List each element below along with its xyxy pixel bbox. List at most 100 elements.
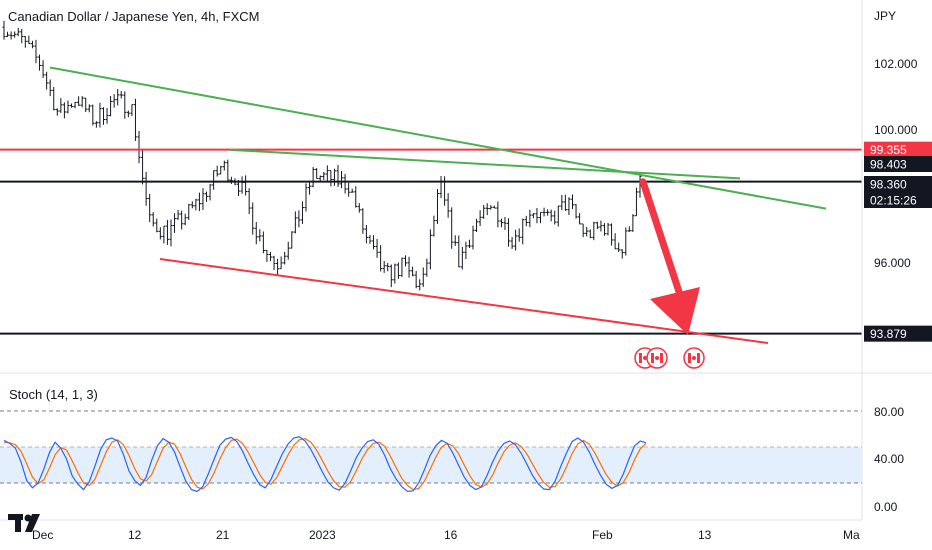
candle: [457, 235, 461, 268]
candle: [187, 203, 191, 220]
projection-arrow[interactable]: [639, 178, 700, 335]
candle: [279, 256, 283, 270]
stochastic-d-line: [3, 437, 647, 491]
stochastic-k-line: [3, 436, 647, 493]
candle: [585, 226, 589, 237]
candle: [197, 192, 202, 212]
candle: [194, 198, 198, 211]
candle: [215, 165, 219, 177]
candle: [172, 213, 177, 233]
time-tick-label: 16: [444, 528, 458, 542]
canada-flag-event-icon[interactable]: [683, 347, 705, 369]
price-tag-support: 93.879: [864, 325, 932, 342]
symbol-title[interactable]: Canadian Dollar / Japanese Yen, 4h, FXCM: [8, 9, 260, 24]
stochastic-title[interactable]: Stoch (14, 1, 3): [9, 387, 98, 402]
candle: [617, 242, 621, 252]
time-tick-label: Ma: [843, 528, 860, 542]
candle: [478, 210, 482, 226]
candle: [20, 28, 24, 44]
candle: [84, 97, 88, 113]
candle: [453, 235, 457, 246]
candle: [492, 205, 496, 209]
candle: [48, 79, 52, 97]
arrow-shaft[interactable]: [639, 178, 686, 305]
candle: [407, 256, 411, 278]
stochastic-axis[interactable]: 80.00 40.00 0.00: [874, 405, 904, 514]
trendline[interactable]: [49, 66, 827, 210]
candle: [524, 215, 528, 227]
time-axis[interactable]: Dec 12 21 2023 16 Feb 13 Ma: [32, 528, 860, 542]
price-axis[interactable]: JPY 102.000 100.000 96.000 99.35598.4039…: [864, 9, 932, 342]
trendline[interactable]: [159, 258, 769, 345]
candle: [581, 223, 585, 238]
candle: [226, 159, 230, 181]
candle: [16, 27, 20, 37]
candle: [609, 223, 614, 246]
candle: [94, 121, 98, 128]
candle: [297, 210, 301, 228]
candle: [87, 104, 91, 113]
candle: [588, 229, 592, 239]
candle: [119, 90, 123, 99]
candle: [204, 191, 209, 202]
candle: [112, 94, 116, 108]
candle: [151, 212, 155, 227]
candle: [190, 201, 194, 209]
candle: [98, 102, 102, 128]
time-tick-label: 13: [698, 528, 712, 542]
candle: [254, 222, 258, 245]
candle: [251, 202, 255, 235]
canada-flag-event-icon[interactable]: [646, 347, 668, 369]
candle-series: [2, 20, 642, 291]
candle: [286, 241, 290, 260]
candle: [240, 176, 244, 194]
arrow-head-icon[interactable]: [650, 286, 700, 335]
candle: [62, 102, 67, 119]
candle: [332, 168, 337, 186]
price-tick-label: 96.000: [874, 256, 911, 270]
candle: [272, 255, 276, 271]
candle: [347, 182, 351, 197]
trendline[interactable]: [229, 148, 741, 180]
candle: [577, 213, 582, 225]
candle: [546, 209, 550, 216]
candle: [180, 210, 184, 230]
price-pane[interactable]: [0, 20, 862, 369]
candle: [148, 193, 152, 222]
candle: [386, 262, 390, 272]
candle: [364, 225, 369, 244]
trendlines[interactable]: [49, 66, 827, 345]
candle: [293, 211, 297, 234]
candle: [439, 176, 443, 199]
candle: [101, 107, 106, 125]
stochastic-pane[interactable]: Stoch (14, 1, 3): [0, 387, 862, 493]
candle: [30, 40, 35, 49]
candle: [510, 236, 514, 249]
candle: [9, 31, 13, 40]
candle: [514, 229, 518, 251]
candle: [229, 176, 233, 184]
price-tag-last-price: 98.360: [864, 176, 932, 192]
tradingview-logo-icon[interactable]: [8, 510, 48, 542]
stochastic-band: [0, 447, 862, 483]
event-icons[interactable]: [634, 347, 705, 369]
candle: [55, 108, 59, 116]
price-tag-level-high: 98.403: [864, 156, 932, 172]
candle: [553, 210, 557, 225]
candle: [549, 209, 553, 222]
candle: [236, 180, 241, 196]
horizontal-levels[interactable]: [0, 148, 862, 335]
candle: [155, 218, 159, 233]
candle: [432, 215, 436, 237]
candle: [52, 86, 56, 111]
candle: [201, 188, 205, 210]
candle: [105, 108, 109, 124]
candle: [37, 54, 42, 71]
candle: [77, 96, 81, 106]
stochastic-tick-label: 0.00: [874, 500, 898, 514]
svg-text:98.360: 98.360: [870, 178, 907, 192]
time-tick-label: Dec: [32, 528, 53, 542]
candle: [176, 209, 180, 220]
candle: [73, 101, 77, 109]
